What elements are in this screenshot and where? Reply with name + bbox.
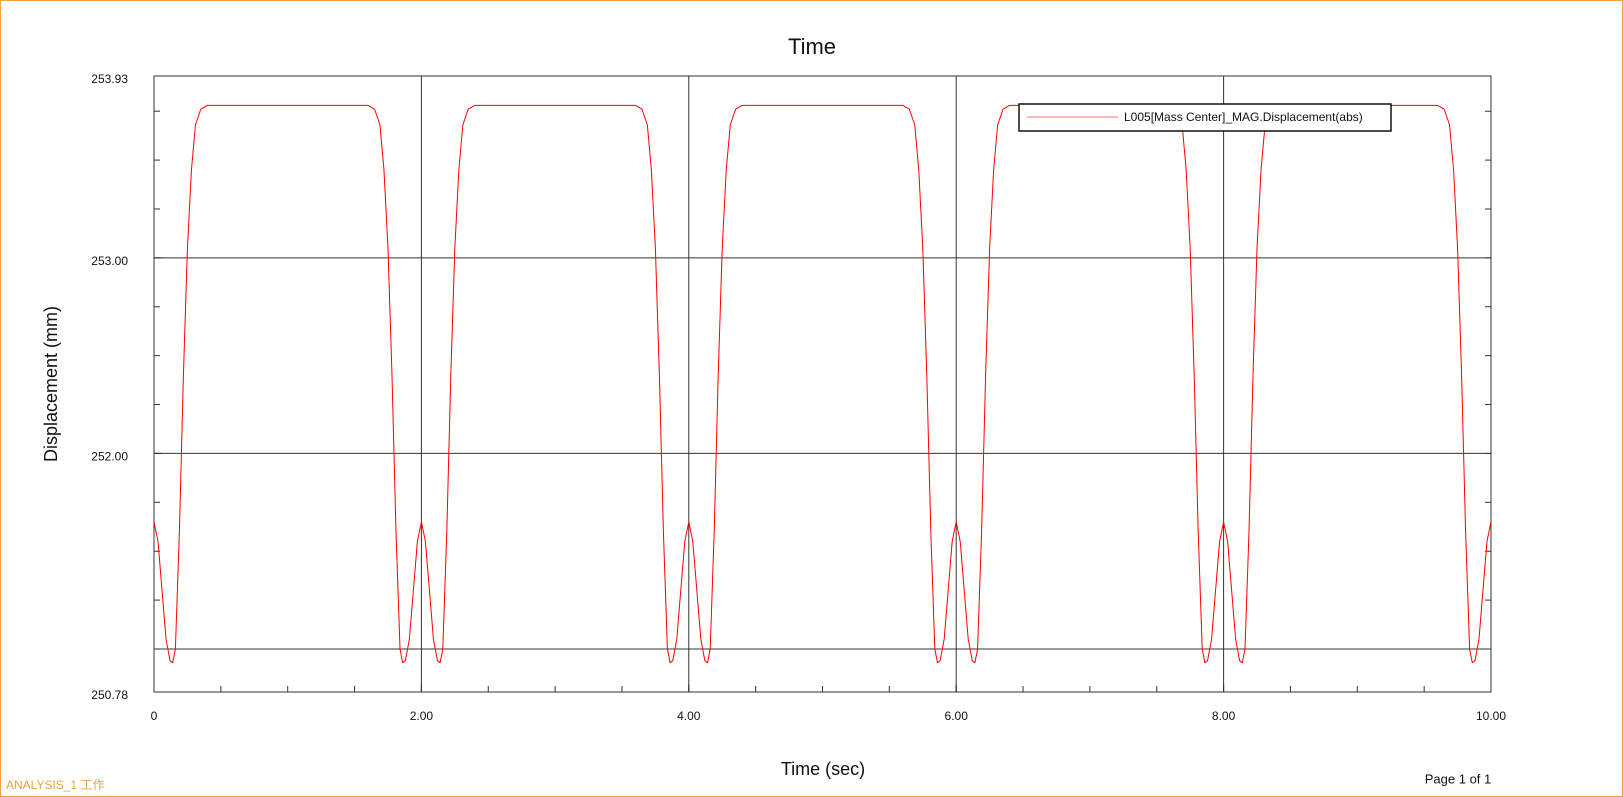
analysis-label: ANALYSIS_1 工作	[6, 778, 105, 792]
y-tick-label: 250.78	[91, 688, 128, 702]
x-tick-label: 0	[151, 709, 158, 723]
y-tick-label: 252.00	[91, 450, 128, 464]
chart-title: Time	[788, 34, 836, 59]
y-tick-label: 253.00	[91, 254, 128, 268]
x-tick-label: 4.00	[677, 709, 701, 723]
y-tick-label: 253.93	[91, 72, 128, 86]
plot-frame	[153, 75, 1492, 693]
y-axis-label: Displacement (mm)	[41, 306, 61, 462]
x-axis-label: Time (sec)	[781, 759, 865, 779]
data-line	[153, 104, 1492, 664]
x-tick-label: 10.00	[1476, 709, 1506, 723]
page-number: Page 1 of 1	[1425, 771, 1492, 786]
legend-label: L005[Mass Center]_MAG.Displacement(abs)	[1124, 110, 1363, 124]
x-tick-label: 6.00	[945, 709, 969, 723]
x-tick-label: 8.00	[1212, 709, 1236, 723]
x-tick-label: 2.00	[410, 709, 434, 723]
